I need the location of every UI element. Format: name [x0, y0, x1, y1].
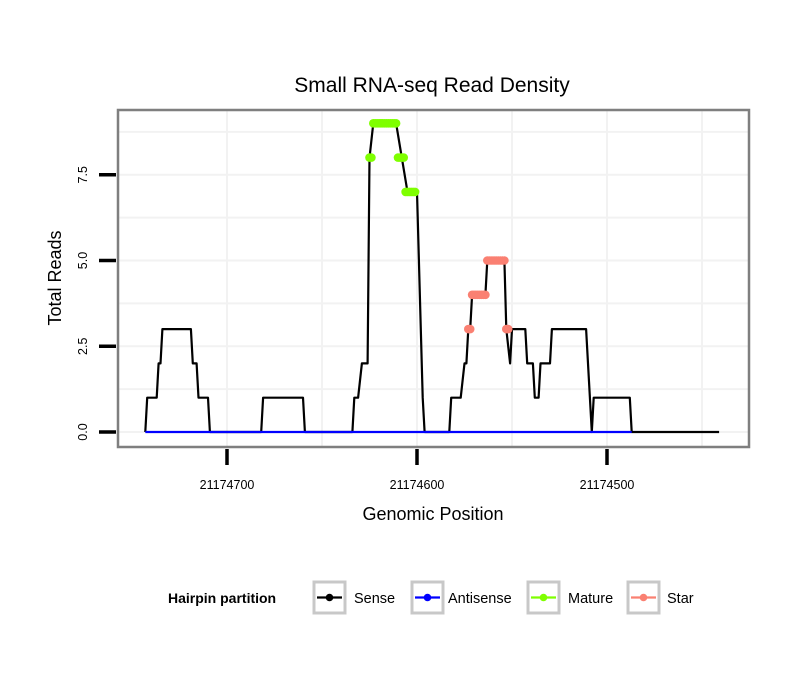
data-point-star — [500, 256, 509, 265]
y-axis-title: Total Reads — [45, 230, 65, 325]
x-tick-label: 21174500 — [580, 478, 635, 492]
data-point-star — [481, 290, 490, 300]
axes: 0.0 2.5 5.0 7.5 21174700 21174600 21174500 — [76, 166, 634, 492]
legend-key-point — [325, 593, 334, 602]
series-layer — [144, 119, 720, 434]
data-point-mature — [399, 153, 409, 162]
y-tick-label: 5.0 — [76, 252, 90, 269]
y-tick-label: 7.5 — [76, 166, 90, 183]
panel-border — [116, 108, 751, 449]
x-tick-label: 21174700 — [200, 478, 255, 492]
x-axis-title: Genomic Position — [362, 504, 503, 524]
legend-item-antisense: Antisense — [410, 580, 512, 615]
legend-item-star: Star — [626, 580, 694, 615]
x-tick-label: 21174600 — [390, 478, 445, 492]
legend-label: Star — [667, 591, 694, 607]
legend-label: Antisense — [448, 591, 512, 607]
legend-label: Sense — [354, 591, 395, 607]
data-point-mature — [391, 119, 401, 128]
data-point-mature — [410, 187, 420, 197]
series-points-star — [464, 256, 513, 334]
legend-key-point — [539, 593, 548, 602]
y-tick-label: 0.0 — [76, 423, 90, 440]
legend-label: Mature — [568, 591, 613, 607]
legend-title: Hairpin partition — [168, 590, 276, 606]
legend: Hairpin partition Sense Antisense Mature St… — [168, 580, 694, 615]
data-point-star — [465, 324, 475, 334]
y-tick-label: 2.5 — [76, 338, 90, 355]
series-points-mature — [365, 119, 420, 197]
legend-item-mature: Mature — [526, 580, 613, 615]
chart-title: Small RNA-seq Read Density — [294, 74, 570, 97]
legend-key-point — [423, 593, 432, 602]
data-point-mature — [367, 153, 376, 162]
legend-key-point — [639, 593, 648, 602]
legend-item-sense: Sense — [312, 580, 395, 615]
data-point-star — [503, 324, 513, 334]
